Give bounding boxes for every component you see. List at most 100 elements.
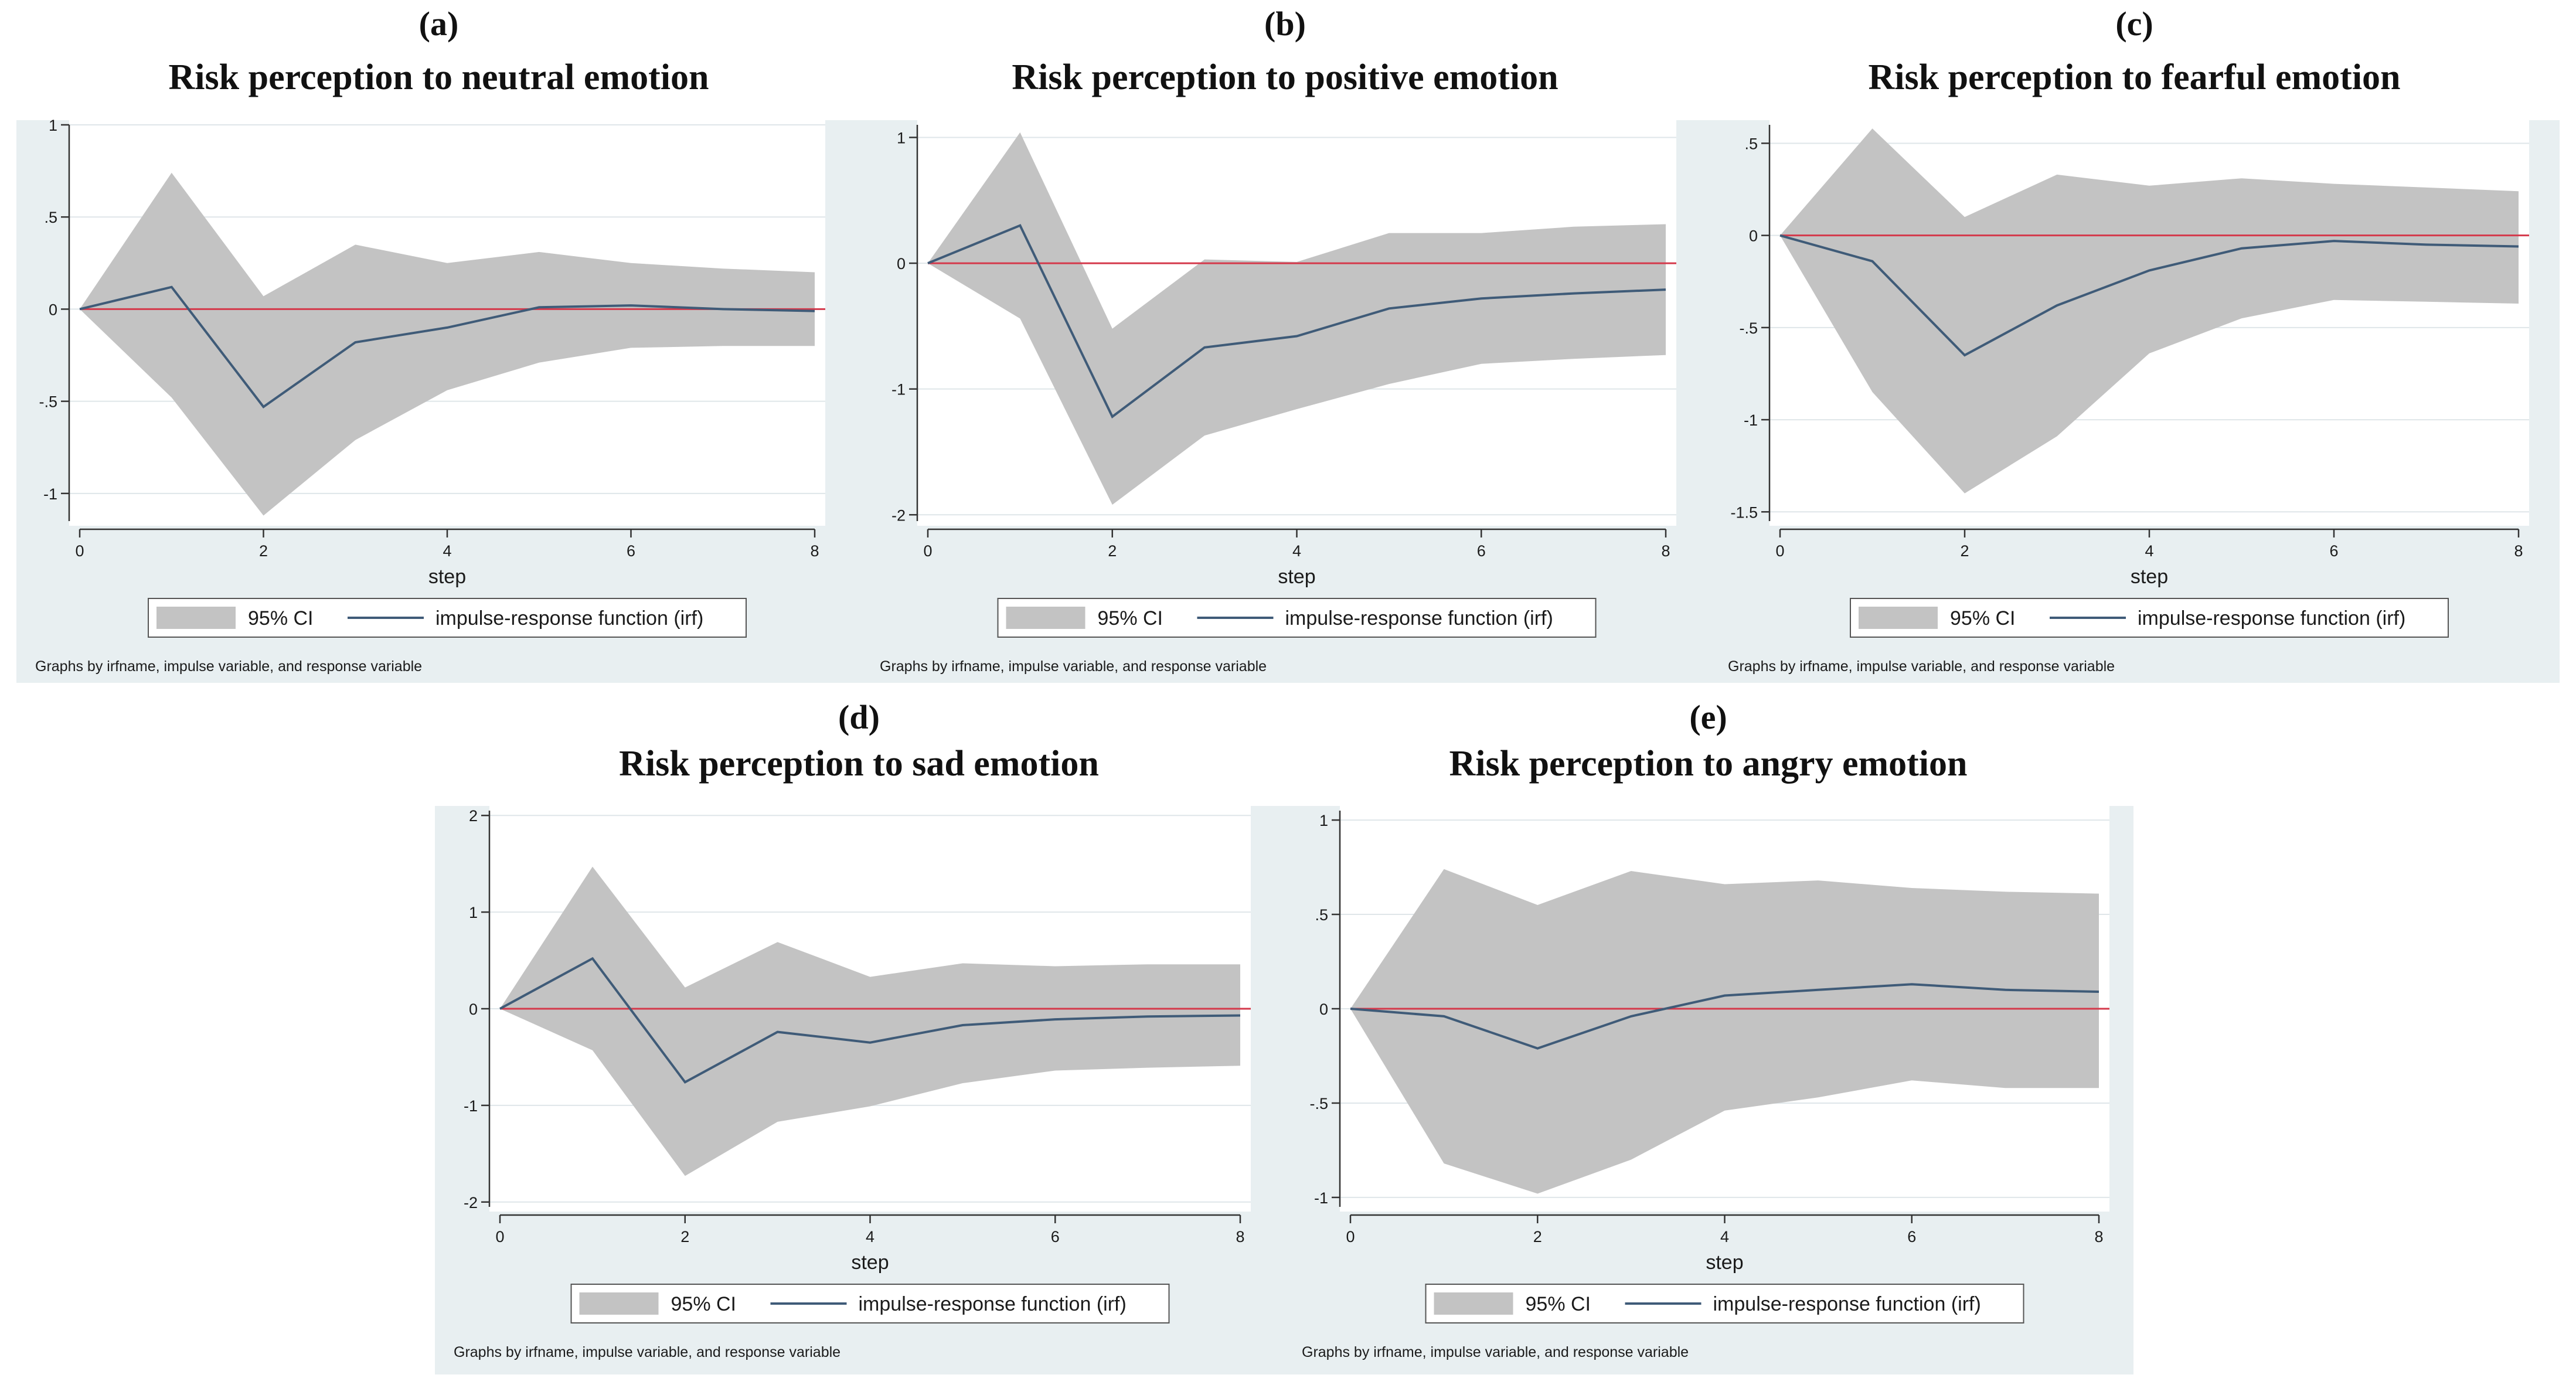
- legend-irf-label: impulse-response function (irf): [1285, 607, 1553, 630]
- x-tick-label: 4: [1720, 1228, 1729, 1246]
- footnote: Graphs by irfname, impulse variable, and…: [454, 1344, 840, 1360]
- x-axis-title: step: [428, 566, 466, 588]
- x-tick-label: 6: [1477, 542, 1486, 560]
- y-tick-label: -.5: [1739, 319, 1758, 337]
- x-tick-label: 0: [923, 542, 932, 560]
- legend-ci-label: 95% CI: [1098, 607, 1163, 630]
- legend-box: [148, 598, 747, 638]
- y-tick-label: -1: [464, 1097, 478, 1115]
- x-axis-title: step: [2131, 566, 2168, 588]
- y-tick-label: -2: [891, 506, 906, 524]
- ci-band: [1350, 869, 2099, 1194]
- y-tick-label: 1: [897, 129, 906, 147]
- y-tick-label: 1: [49, 117, 57, 134]
- y-tick-label: .5: [1315, 906, 1328, 924]
- x-tick-label: 2: [680, 1228, 689, 1246]
- legend-ci-label: 95% CI: [248, 607, 314, 630]
- x-tick-label: 4: [866, 1228, 874, 1246]
- ci-band: [1780, 128, 2519, 494]
- x-tick-label: 0: [75, 542, 84, 560]
- chart-panel-b: (b) Risk perception to positive emotion 1 0…: [861, 5, 1709, 683]
- x-axis-title: step: [1278, 566, 1315, 588]
- legend-box: [570, 1284, 1170, 1323]
- x-tick-label: 6: [627, 542, 635, 560]
- y-tick-label: -2: [464, 1194, 478, 1212]
- x-axis-title: step: [1706, 1251, 1743, 1274]
- y-tick-label: .5: [44, 209, 57, 226]
- legend: 95% CI impulse-response function (irf): [1425, 1284, 2024, 1323]
- legend-irf-label: impulse-response function (irf): [1713, 1293, 1981, 1315]
- legend-irf-label: impulse-response function (irf): [2138, 607, 2405, 630]
- legend-ci-swatch: [156, 607, 236, 629]
- panel-title: Risk perception to positive emotion: [1012, 57, 1558, 97]
- legend-ci-swatch: [1434, 1292, 1513, 1315]
- legend-box: [1850, 598, 2449, 638]
- x-tick-label: 6: [2329, 542, 2338, 560]
- footnote: Graphs by irfname, impulse variable, and…: [35, 658, 422, 675]
- footnote: Graphs by irfname, impulse variable, and…: [880, 658, 1267, 675]
- x-tick-label: 0: [1346, 1228, 1355, 1246]
- y-tick-label: -1.5: [1730, 503, 1758, 521]
- x-tick-label: 6: [1907, 1228, 1916, 1246]
- legend-ci-swatch: [579, 1292, 659, 1315]
- legend: 95% CI impulse-response function (irf): [1850, 598, 2449, 638]
- y-tick-label: .5: [1744, 135, 1758, 152]
- panel-title: Risk perception to angry emotion: [1449, 744, 1967, 784]
- chart-panel-a: (a) Risk perception to neutral emotion 1 .5…: [16, 5, 861, 683]
- panel-letter: (e): [1689, 698, 1727, 736]
- y-tick-label: 2: [469, 807, 478, 825]
- x-tick-label: 0: [1775, 542, 1784, 560]
- panel-letter: (d): [838, 698, 880, 736]
- x-tick-label: 6: [1051, 1228, 1060, 1246]
- x-tick-label: 2: [259, 542, 268, 560]
- chart-panel-c: (c) Risk perception to fearful emotion .5 0…: [1709, 5, 2560, 683]
- x-tick-label: 2: [1533, 1228, 1542, 1246]
- panel-title: Risk perception to neutral emotion: [169, 57, 709, 97]
- legend: 95% CI impulse-response function (irf): [570, 1284, 1170, 1323]
- x-tick-label: 2: [1960, 542, 1969, 560]
- footnote: Graphs by irfname, impulse variable, and…: [1302, 1344, 1689, 1360]
- ci-band: [80, 172, 815, 516]
- x-tick-label: 2: [1108, 542, 1117, 560]
- legend-ci-swatch: [1859, 607, 1938, 629]
- x-tick-label: 8: [2094, 1228, 2103, 1246]
- chart-panel-e: (e) Risk perception to angry emotion 1 .5 0 -…: [1283, 698, 2133, 1374]
- ci-band: [500, 866, 1240, 1176]
- panel-letter: (c): [2115, 5, 2153, 43]
- y-tick-label: 0: [469, 1001, 478, 1018]
- x-tick-label: 8: [1236, 1228, 1244, 1246]
- y-tick-label: 1: [469, 904, 478, 921]
- legend: 95% CI impulse-response function (irf): [148, 598, 747, 638]
- x-tick-label: 8: [1661, 542, 1670, 560]
- y-tick-label: -.5: [1309, 1095, 1328, 1112]
- panel-letter: (b): [1264, 5, 1306, 43]
- y-tick-label: -1: [1744, 411, 1758, 429]
- y-tick-label: 0: [49, 301, 57, 318]
- y-tick-label: 0: [1319, 1001, 1328, 1018]
- y-tick-label: 0: [1749, 227, 1758, 245]
- legend-box: [997, 598, 1597, 638]
- x-tick-label: 4: [443, 542, 451, 560]
- y-tick-label: 1: [1319, 812, 1328, 829]
- y-tick-label: -1: [891, 381, 906, 399]
- x-tick-label: 8: [810, 542, 819, 560]
- legend: 95% CI impulse-response function (irf): [997, 598, 1597, 638]
- x-tick-label: 4: [2145, 542, 2153, 560]
- legend-ci-label: 95% CI: [1526, 1293, 1591, 1315]
- y-tick-label: -1: [43, 485, 57, 503]
- y-tick-label: -.5: [39, 393, 57, 411]
- panel-letter: (a): [419, 5, 459, 43]
- legend-irf-label: impulse-response function (irf): [859, 1293, 1127, 1315]
- x-tick-label: 4: [1292, 542, 1301, 560]
- legend-box: [1425, 1284, 2024, 1323]
- chart-panel-d: (d) Risk perception to sad emotion 2 1 0 -1 -2…: [435, 698, 1283, 1374]
- y-tick-label: 0: [897, 255, 906, 273]
- panel-title: Risk perception to sad emotion: [619, 744, 1099, 784]
- legend-irf-label: impulse-response function (irf): [435, 607, 703, 630]
- y-tick-label: -1: [1314, 1189, 1328, 1207]
- legend-ci-label: 95% CI: [671, 1293, 737, 1315]
- legend-ci-label: 95% CI: [1950, 607, 2016, 630]
- x-tick-label: 0: [495, 1228, 504, 1246]
- ci-band: [928, 132, 1666, 505]
